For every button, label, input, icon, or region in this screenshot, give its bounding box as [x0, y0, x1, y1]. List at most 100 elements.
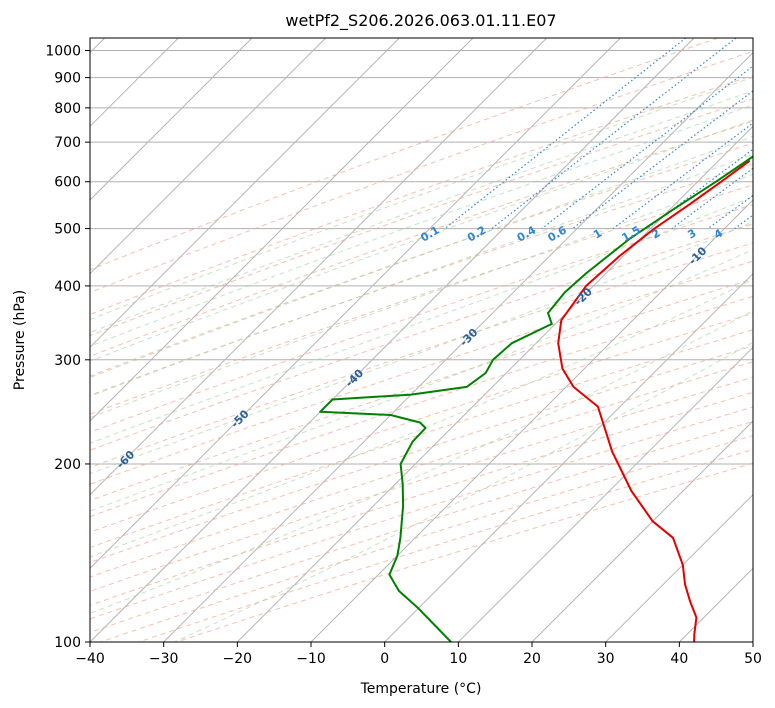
- x-tick-label: 40: [670, 651, 688, 667]
- moist-adiabat-line: [90, 310, 753, 614]
- isotherm-label: -20: [572, 285, 595, 308]
- mixing-ratio-labels: 0.10.20.40.611.52346810131620253036: [418, 223, 764, 245]
- y-tick-label: 700: [54, 135, 81, 151]
- dry-adiabat-line: [90, 142, 753, 377]
- dry-adiabat-line: [90, 242, 753, 468]
- dry-adiabat-line: [90, 50, 753, 294]
- moist-adiabat-line: [90, 135, 753, 379]
- dry-adiabat-line: [90, 391, 753, 606]
- isotherm-label: -40: [343, 366, 366, 389]
- y-tick-label: 300: [54, 353, 81, 369]
- moist-adiabat-line: [90, 90, 753, 334]
- y-tick-label: 900: [54, 71, 81, 87]
- dry-adiabat-line: [90, 278, 753, 502]
- moist-adiabat-line: [90, 221, 753, 475]
- isotherm-line: [310, 199, 753, 642]
- moist-adiabat-line: [90, 76, 753, 321]
- isotherm-line: [752, 641, 753, 642]
- isotherm-line: [90, 38, 400, 349]
- mixing-ratio-label: 6: [751, 226, 764, 241]
- dry-adiabat-line: [90, 223, 753, 451]
- dry-adiabat-line: [90, 38, 719, 271]
- isotherm-label: -10: [686, 244, 709, 267]
- plot-frame: [89, 37, 754, 643]
- x-tick-label: −10: [296, 651, 326, 667]
- dry-adiabat-line: [90, 361, 753, 578]
- moist-adiabat-line: [90, 196, 753, 444]
- dry-adiabat-line: [90, 120, 753, 357]
- x-tick-label: 30: [597, 651, 615, 667]
- isotherm-line: [457, 346, 753, 642]
- isotherm-line: [236, 125, 753, 642]
- moist-adiabat-line: [90, 278, 753, 558]
- x-tick-label: 0: [380, 651, 389, 667]
- y-axis-title: Pressure (hPa): [12, 290, 28, 390]
- moist-adiabat-line: [90, 173, 753, 419]
- isotherm-label: -30: [457, 326, 480, 349]
- mixing-ratio-line: [541, 65, 753, 230]
- y-tick-label: 600: [54, 175, 81, 191]
- dry-adiabat-line: [90, 329, 753, 549]
- y-tick-label: 400: [54, 279, 81, 295]
- x-tick-label: 20: [523, 651, 541, 667]
- isotherm-line: [90, 38, 548, 496]
- y-tick-label: 100: [54, 635, 81, 651]
- isotherm-line: [90, 38, 253, 201]
- isotherm-line: [384, 272, 753, 642]
- y-tick-label: 200: [54, 457, 81, 473]
- isotherm-line: [90, 38, 695, 642]
- isobars: [90, 50, 753, 642]
- mixing-ratio-line: [734, 214, 753, 230]
- x-tick-label: 50: [744, 651, 762, 667]
- mixing-ratio-label: 0.2: [465, 224, 488, 245]
- dry-adiabat-line: [90, 260, 753, 485]
- mixing-ratio-label: 0.6: [546, 223, 570, 244]
- isotherm-label: -70: [0, 489, 23, 512]
- plot-area: -100-90-80-70-60-50-40-30-20-10010203040…: [0, 38, 764, 642]
- moist-adiabat-line: [90, 153, 753, 397]
- moist-adiabats: [90, 76, 753, 642]
- mixing-ratio-lines: [444, 38, 753, 230]
- dry-adiabat-line: [90, 312, 753, 533]
- dry-adiabat-line: [90, 204, 753, 433]
- mixing-ratio-line: [572, 90, 753, 230]
- dry-adiabat-line: [90, 74, 753, 316]
- chart-title: wetPf2_S206.2026.063.01.11.E07: [285, 11, 556, 31]
- x-tick-label: −30: [149, 651, 179, 667]
- isotherm-line: [90, 38, 327, 275]
- x-axis-ticks: −40 −30 −20 −10 0 10 20 30 40 50: [75, 642, 762, 667]
- dry-adiabats: [90, 38, 753, 642]
- dry-adiabat-line: [90, 420, 753, 633]
- dewpoint-profile-line: [319, 155, 753, 642]
- dry-adiabat-line: [90, 345, 753, 564]
- isotherm-line: [605, 493, 753, 642]
- dry-adiabat-line: [100, 435, 753, 642]
- dry-adiabat-line: [90, 376, 753, 592]
- x-axis-title: Temperature (°C): [360, 681, 482, 697]
- x-tick-label: −20: [223, 651, 253, 667]
- isotherm-line: [163, 51, 753, 642]
- isotherm-line: [90, 38, 621, 570]
- x-tick-label: −40: [75, 651, 105, 667]
- isotherm-line: [90, 38, 474, 422]
- isotherms: [90, 38, 753, 642]
- isotherm-line: [678, 567, 753, 642]
- isotherm-line: [531, 420, 753, 642]
- mixing-ratio-label: 0.4: [515, 223, 539, 244]
- mixing-ratio-line: [707, 194, 753, 230]
- moist-adiabat-line: [90, 104, 753, 347]
- y-tick-label: 800: [54, 101, 81, 117]
- mixing-ratio-label: 0.1: [418, 224, 441, 245]
- y-axis-ticks: 1000 900 800 700 600 500 400 300 200 100: [45, 44, 90, 651]
- profiles: [319, 155, 753, 642]
- y-tick-label: 1000: [45, 44, 81, 60]
- mixing-ratio-line: [671, 167, 753, 230]
- dry-adiabat-line: [90, 98, 753, 337]
- temperature-profile-line: [557, 160, 751, 642]
- dry-adiabat-line: [90, 295, 753, 518]
- y-tick-label: 500: [54, 222, 81, 238]
- dry-adiabat-line: [90, 163, 753, 396]
- dry-adiabat-line: [90, 184, 753, 415]
